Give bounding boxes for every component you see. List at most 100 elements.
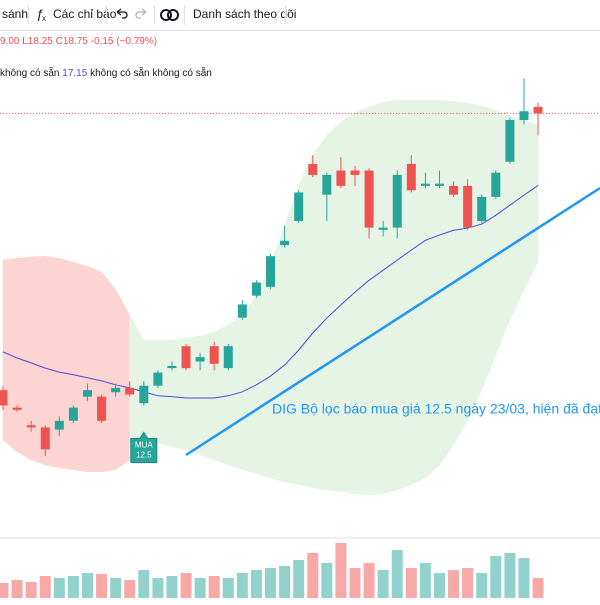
volume-bar	[448, 570, 460, 598]
toolbar-compare[interactable]: sánh	[2, 7, 28, 21]
signal-label: MUA	[135, 441, 153, 450]
candle-body	[392, 174, 402, 228]
band-fill	[467, 102, 483, 421]
candle-body	[406, 163, 416, 191]
candle-body	[209, 346, 219, 364]
band-fill	[523, 120, 539, 291]
volume-bar	[138, 570, 150, 598]
toolbar-indicators[interactable]: Các chỉ báo	[53, 7, 117, 21]
band-fill	[87, 265, 102, 473]
volume-bar	[321, 563, 333, 598]
candle-body	[68, 407, 78, 421]
candle-body	[280, 240, 290, 246]
candle-body	[40, 427, 50, 450]
volume-bar	[391, 550, 403, 598]
volume-bar	[307, 553, 319, 598]
candle-body	[82, 390, 92, 397]
band-fill	[284, 185, 299, 485]
volume-bar	[504, 553, 516, 598]
candle-body	[463, 185, 473, 228]
candle-body	[0, 390, 8, 406]
candle-body	[420, 183, 430, 186]
fx-icon[interactable]: ƒ	[36, 6, 43, 21]
candle-body	[350, 170, 360, 175]
band-fill	[213, 324, 229, 466]
candle-body	[477, 196, 487, 222]
volume-bar	[293, 560, 305, 598]
volume-bar	[152, 578, 164, 598]
candle-body	[378, 227, 388, 230]
band-fill	[242, 294, 257, 474]
volume-bar	[363, 563, 375, 598]
volume-bar	[39, 576, 51, 598]
candle-body	[54, 420, 64, 430]
legend-value: -0.15 (−0.79%)	[91, 36, 157, 47]
volume-bar	[208, 576, 220, 598]
fx-icon-x: x	[42, 14, 46, 23]
legend-value: 17.15	[62, 68, 87, 79]
band-fill	[411, 99, 426, 485]
band-fill	[256, 264, 271, 479]
volume-bar	[25, 582, 37, 598]
compare-icon[interactable]	[160, 9, 172, 21]
band-fill	[481, 106, 497, 391]
volume-bar	[236, 573, 248, 598]
candle-body	[308, 163, 318, 175]
candle-body	[294, 192, 304, 222]
volume-bar	[279, 566, 291, 598]
legend-value: không có sẵn	[0, 66, 60, 79]
undo-icon[interactable]	[116, 8, 128, 19]
candle-body	[26, 425, 36, 428]
band-fill	[59, 257, 74, 470]
legend-value: không có sẵn	[90, 66, 150, 79]
volume-bar	[96, 574, 108, 598]
volume-bar	[53, 578, 65, 598]
candle-body	[434, 183, 444, 186]
band-fill	[354, 105, 370, 495]
candle-body	[449, 185, 459, 195]
band-fill	[382, 99, 398, 495]
band-fill	[425, 99, 440, 479]
volume-bar	[67, 576, 79, 598]
volume-bar	[194, 578, 206, 598]
volume-bar	[377, 570, 389, 598]
band-fill	[157, 339, 173, 448]
candle-body	[336, 170, 346, 186]
toolbar-watchlist[interactable]: Danh sách theo dõi	[193, 7, 296, 21]
candle-body	[322, 174, 332, 195]
legend-indicator: không có sẵn 17.15 không có sẵn không có…	[0, 66, 212, 79]
legend-value: không có sẵn	[152, 66, 212, 79]
legend-value: 9.00	[0, 36, 20, 47]
volume-bar	[419, 563, 431, 598]
volume-bar	[222, 578, 234, 598]
volume-bar	[518, 558, 530, 598]
volume-bar	[335, 543, 347, 598]
redo-icon[interactable]	[135, 8, 147, 19]
candle-body	[139, 385, 149, 404]
volume-bar	[124, 580, 136, 598]
toolbar	[0, 0, 600, 30]
candle-body	[237, 304, 247, 318]
band-fill	[396, 99, 412, 491]
candle-body	[125, 387, 135, 395]
candle-body	[266, 256, 276, 287]
compare-icon[interactable]	[167, 9, 179, 21]
candle-body	[167, 365, 177, 369]
volume-bar	[81, 573, 93, 598]
band-fill	[368, 102, 384, 495]
volume-bar	[11, 580, 23, 598]
candle-body	[491, 172, 501, 197]
candle-body	[251, 282, 261, 296]
legend-ohlc: 9.00 L18.25 C18.75 -0.15 (−0.79%)	[0, 36, 157, 47]
volume-bar	[433, 573, 445, 598]
candle-body	[223, 346, 233, 369]
volume-bar	[405, 568, 417, 598]
volume-bar	[180, 573, 192, 598]
volume-bar	[166, 576, 178, 598]
volume-bar	[532, 578, 544, 598]
band-fill	[115, 288, 131, 471]
volume-bar	[250, 570, 262, 598]
